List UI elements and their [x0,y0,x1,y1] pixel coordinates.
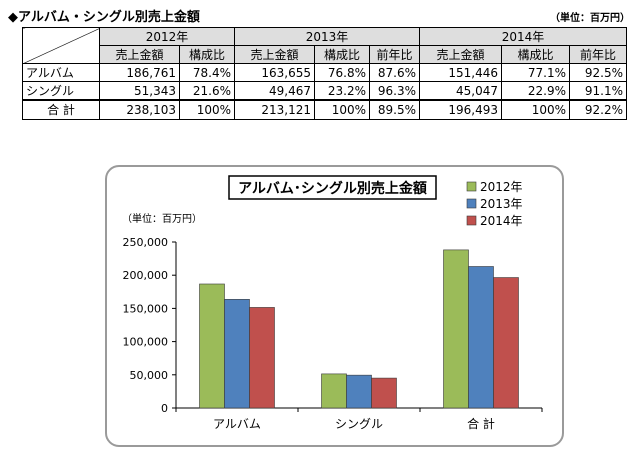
legend-swatch [466,215,477,226]
legend-label: 2012年 [480,180,523,194]
table-row-single: シングル 51,343 21.6% 49,467 23.2% 96.3% 45,… [22,81,628,101]
corner-cell [22,27,100,64]
sales-table: 2012年 2013年 2014年 売上金額 構成比 売上金額 構成比 前年比 … [22,27,628,120]
table-cell: 77.1% [501,63,571,82]
bar [493,277,519,409]
y-tick-label: 150,000 [123,302,169,315]
table-cell: 21.6% [178,81,236,101]
bar [249,307,275,409]
table-cell: 151,446 [419,63,503,82]
legend-swatch [466,181,477,192]
bar [321,373,347,409]
table-row-album: アルバム 186,761 78.4% 163,655 76.8% 87.6% 1… [22,63,628,82]
table-row-total: 合 計 238,103 100% 213,121 100% 89.5% 196,… [22,99,628,120]
row-label: シングル [22,81,100,101]
col-share-2013: 構成比 [314,45,371,64]
col-share-2014: 構成比 [501,45,571,64]
table-cell: 91.1% [569,81,628,101]
y-tick-label: 250,000 [123,236,169,249]
col-yoy-2014: 前年比 [569,45,628,64]
chart-title-box [228,175,437,200]
row-label: 合 計 [22,99,100,120]
table-cell: 196,493 [419,99,503,120]
y-tick-label: 0 [161,402,168,415]
table-cell: 92.5% [569,63,628,82]
col-sales-2014: 売上金額 [419,45,503,64]
table-cell: 100% [314,99,371,120]
table-cell: 100% [178,99,236,120]
column-header-row: 売上金額 構成比 売上金額 構成比 前年比 売上金額 構成比 前年比 [23,45,628,64]
chart-ylabel: （単位：百万円） [122,212,202,225]
col-sales-2013: 売上金額 [234,45,316,64]
table-cell: 89.5% [369,99,421,120]
legend-label: 2014年 [480,214,523,228]
legend-swatch [466,198,477,209]
year-header-2012: 2012年 [98,27,236,46]
table-cell: 238,103 [99,99,180,120]
table-cell: 49,467 [234,81,316,101]
y-tick-label: 100,000 [123,336,169,349]
bar [468,266,494,409]
page-title: ◆アルバム・シングル別売上金額 [8,10,200,25]
table-cell: 163,655 [234,63,316,82]
unit-note: （単位：百万円） [550,13,630,24]
table-cell: 92.2% [569,99,628,120]
row-label: アルバム [22,63,100,82]
bar [346,374,372,409]
table-cell: 45,047 [419,81,503,101]
table-cell: 78.4% [178,63,236,82]
x-tick-label: アルバム [213,417,261,431]
x-tick-label: 合 計 [467,416,495,431]
col-share-2012: 構成比 [178,45,236,64]
x-tick-label: シングル [335,417,383,431]
bar [443,249,469,409]
y-tick-label: 50,000 [130,369,169,382]
bar [224,299,250,409]
bar [371,377,397,409]
table-cell: 100% [501,99,571,120]
y-tick-label: 200,000 [123,269,169,282]
bar [199,283,225,409]
legend-label: 2013年 [480,197,523,211]
chart-title: アルバム･シングル別売上金額 [238,180,427,197]
